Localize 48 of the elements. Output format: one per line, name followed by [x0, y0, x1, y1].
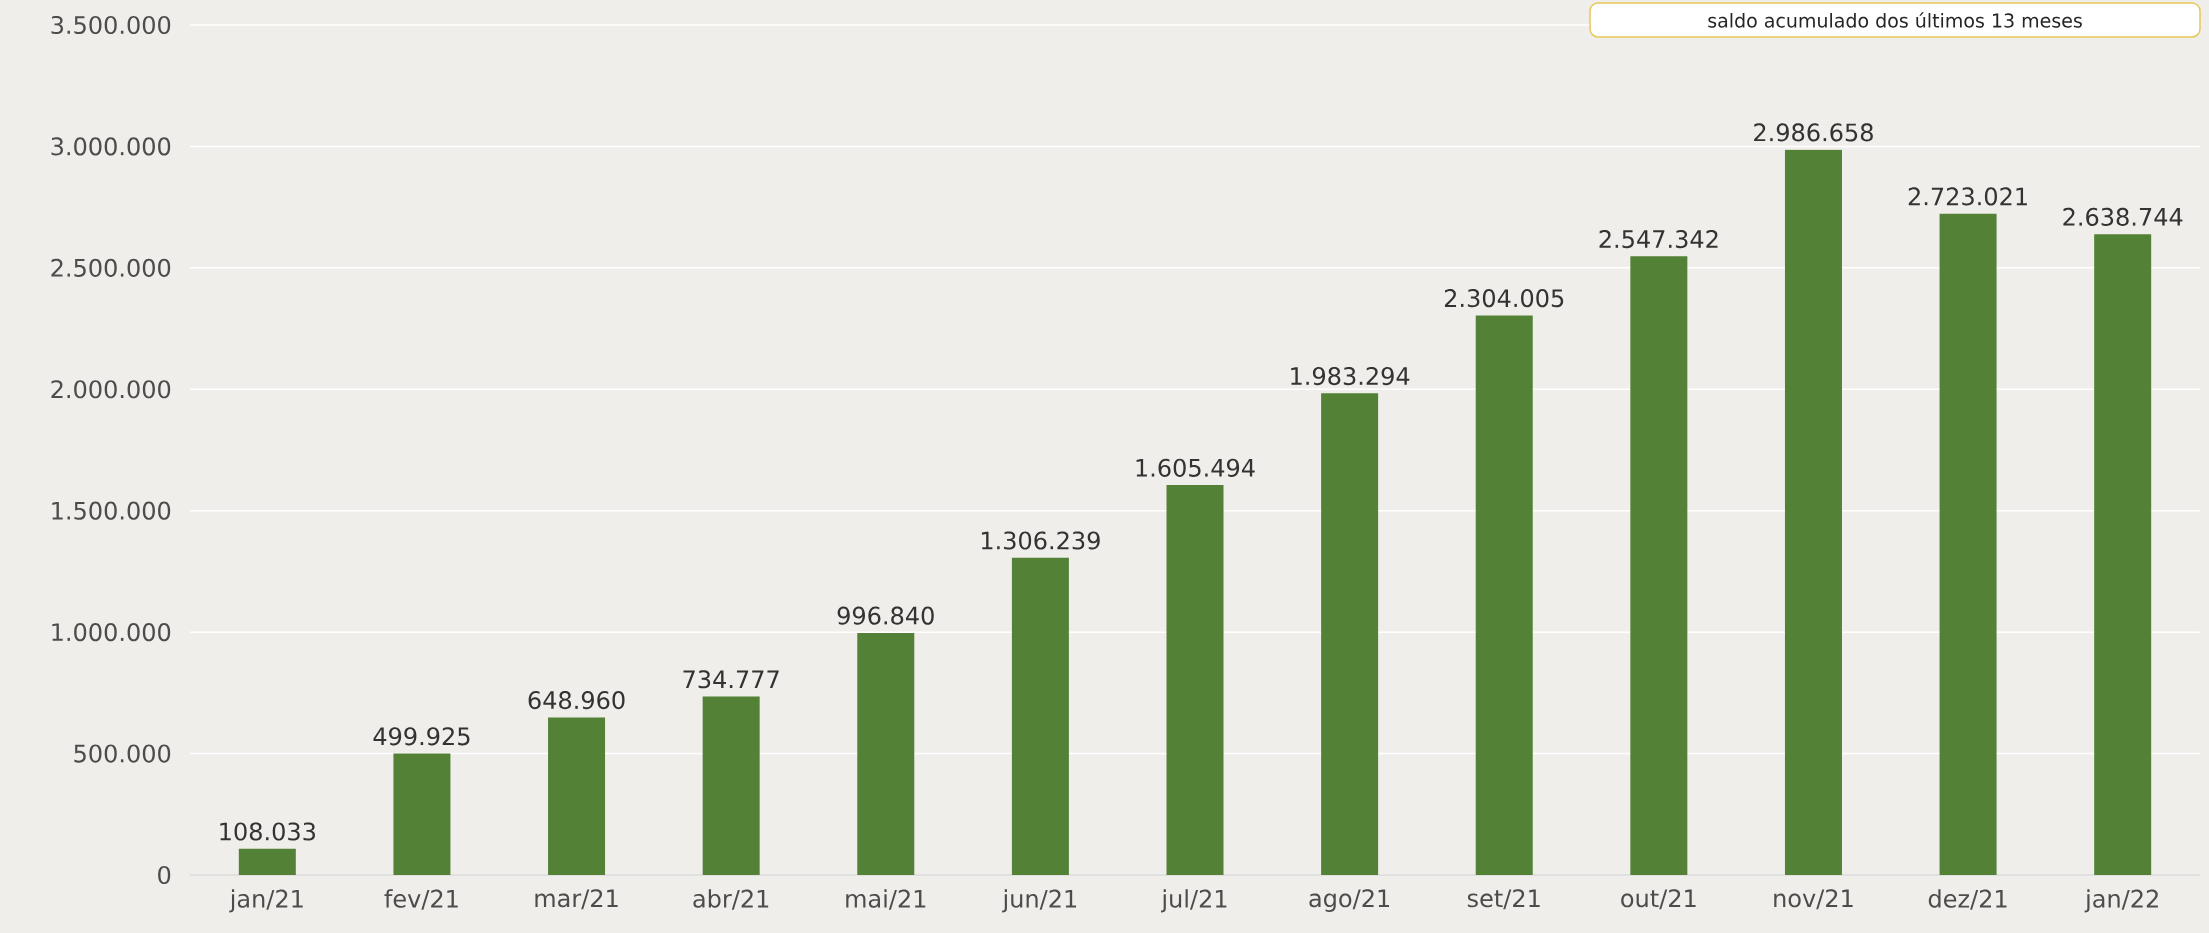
data-label: 2.723.021: [1908, 187, 2027, 206]
bar: [1321, 393, 1379, 875]
data-label: 108.033: [220, 822, 315, 841]
y-tick-label: 1.500.000: [52, 501, 171, 520]
data-label: 2.547.342: [1599, 229, 1718, 249]
y-tick-label: 3.000.000: [51, 137, 171, 156]
y-tick-label: 2.500.000: [51, 258, 171, 277]
y-tick-label: 500.000: [74, 744, 171, 763]
data-label: 2.986.658: [1754, 123, 1873, 142]
bar: [393, 753, 451, 875]
bar: [1630, 256, 1688, 875]
data-label: 1.306.239: [981, 531, 1100, 550]
x-tick-label: nov/21: [1774, 889, 1853, 910]
bar: [1011, 557, 1069, 875]
bar: [1166, 485, 1224, 875]
bar: [2094, 234, 2152, 875]
y-tick-label: 1.000.000: [52, 623, 171, 642]
y-tick-label: 2.000.000: [51, 380, 171, 399]
x-tick-label: jul/21: [1160, 889, 1227, 913]
data-label: 1.605.494: [1136, 458, 1255, 477]
bar: [1475, 315, 1533, 875]
bar: [857, 632, 915, 875]
x-tick-label: jan/21: [229, 889, 303, 913]
data-label: 499.925: [373, 727, 470, 746]
data-label: 734.777: [683, 670, 779, 689]
x-tick-label: dez/21: [1928, 889, 2007, 910]
data-label: 2.638.744: [2063, 207, 2183, 226]
data-label: 996.840: [837, 606, 934, 625]
y-tick-label: 3.500.000: [51, 15, 171, 35]
data-label: 1.983.294: [1291, 366, 1410, 386]
x-tick-label: set/21: [1467, 889, 1540, 910]
x-tick-label: abr/21: [693, 889, 769, 910]
x-tick-label: jun/21: [1002, 889, 1077, 913]
bar: [548, 717, 606, 875]
x-tick-label: out/21: [1621, 889, 1696, 910]
data-label: 2.304.005: [1444, 289, 1564, 308]
annotation: saldo acumulado dos últimos 13 meses: [1708, 12, 2082, 28]
x-tick-label: mai/21: [846, 889, 926, 910]
bar: [1939, 213, 1997, 875]
x-tick-label: mar/21: [535, 889, 618, 910]
x-tick-label: fev/21: [384, 889, 458, 910]
bar: [238, 848, 296, 875]
bar: [1784, 149, 1842, 875]
x-tick-label: jan/22: [2084, 889, 2158, 913]
data-label: 648.960: [528, 691, 625, 710]
bar: [702, 696, 760, 875]
y-tick-label: 0: [158, 865, 171, 885]
x-tick-label: ago/21: [1309, 889, 1390, 912]
